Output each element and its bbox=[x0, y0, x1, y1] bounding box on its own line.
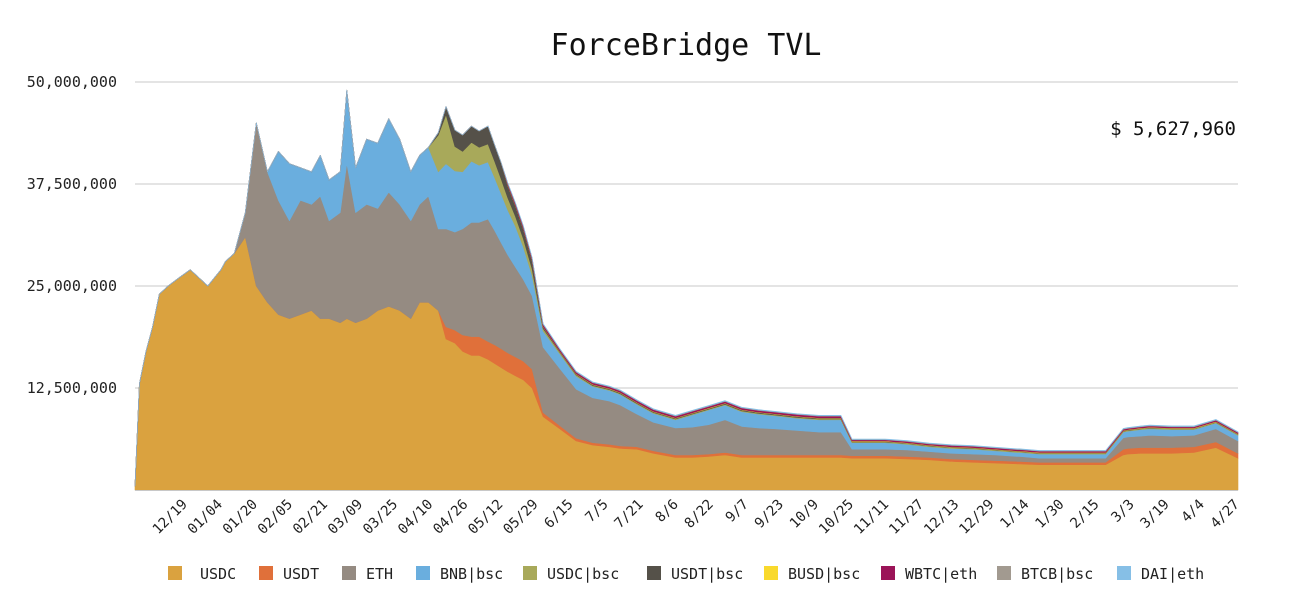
x-tick-label: 7/21 bbox=[612, 497, 647, 532]
legend-label: WBTC|eth bbox=[905, 565, 977, 583]
legend-label: USDC|bsc bbox=[547, 565, 619, 583]
legend-label: USDC bbox=[200, 565, 236, 583]
x-tick-label: 01/20 bbox=[220, 497, 261, 538]
x-tick-label: 03/09 bbox=[325, 497, 366, 538]
x-tick-label: 05/29 bbox=[500, 497, 541, 538]
legend-swatch bbox=[523, 566, 537, 580]
x-tick-label: 8/22 bbox=[682, 497, 717, 532]
x-tick-label: 9/7 bbox=[723, 497, 752, 526]
x-tick-label: 2/15 bbox=[1067, 497, 1102, 532]
legend-item[interactable]: USDT bbox=[259, 565, 319, 583]
legend-swatch bbox=[881, 566, 895, 580]
total-value-label: $ 5,627,960 bbox=[1110, 118, 1236, 140]
x-tick-label: 10/25 bbox=[816, 497, 857, 538]
x-tick-label: 9/23 bbox=[752, 497, 787, 532]
x-tick-label: 3/3 bbox=[1108, 497, 1137, 526]
legend-label: USDT|bsc bbox=[671, 565, 743, 583]
chart-title: ForceBridge TVL bbox=[551, 28, 822, 63]
legend-swatch bbox=[647, 566, 661, 580]
legend-label: BTCB|bsc bbox=[1021, 565, 1093, 583]
legend: USDC USDT ETH BNB|bsc USDC|bsc USDT|bsc BUSD|b… bbox=[168, 565, 1204, 583]
legend-item[interactable]: BNB|bsc bbox=[416, 565, 503, 583]
legend-item[interactable]: ETH bbox=[342, 565, 393, 583]
legend-swatch bbox=[764, 566, 778, 580]
x-tick-label: 1/30 bbox=[1032, 497, 1067, 532]
x-tick-label: 01/04 bbox=[185, 497, 226, 538]
x-tick-label: 12/13 bbox=[921, 497, 962, 538]
legend-label: DAI|eth bbox=[1141, 565, 1204, 583]
y-axis-ticks: 12,500,000 25,000,000 37,500,000 50,000,000 bbox=[27, 73, 117, 397]
legend-swatch bbox=[1117, 566, 1131, 580]
legend-swatch bbox=[168, 566, 182, 580]
legend-swatch bbox=[997, 566, 1011, 580]
x-tick-label: 02/05 bbox=[255, 497, 296, 538]
legend-label: USDT bbox=[283, 565, 319, 583]
x-tick-label: 4/4 bbox=[1179, 497, 1208, 526]
area-dai-eth bbox=[134, 89, 1239, 487]
x-tick-label: 6/15 bbox=[541, 497, 576, 532]
x-tick-label: 7/5 bbox=[582, 497, 611, 526]
legend-item[interactable]: BTCB|bsc bbox=[997, 565, 1093, 583]
x-tick-label: 11/27 bbox=[886, 497, 927, 538]
legend-item[interactable]: BUSD|bsc bbox=[764, 565, 860, 583]
x-axis-ticks: 12/1901/0401/2002/0502/2103/0903/2504/10… bbox=[150, 497, 1243, 538]
legend-item[interactable]: USDC bbox=[168, 565, 236, 583]
x-tick-label: 8/6 bbox=[653, 497, 682, 526]
y-tick-label: 37,500,000 bbox=[27, 175, 117, 193]
legend-item[interactable]: WBTC|eth bbox=[881, 565, 977, 583]
x-tick-label: 02/21 bbox=[290, 497, 331, 538]
legend-label: BNB|bsc bbox=[440, 565, 503, 583]
legend-item[interactable]: USDT|bsc bbox=[647, 565, 743, 583]
legend-swatch bbox=[342, 566, 356, 580]
x-tick-label: 11/11 bbox=[851, 497, 892, 538]
x-tick-label: 1/14 bbox=[997, 497, 1032, 532]
x-tick-label: 3/19 bbox=[1138, 497, 1173, 532]
legend-item[interactable]: USDC|bsc bbox=[523, 565, 619, 583]
legend-item[interactable]: DAI|eth bbox=[1117, 565, 1204, 583]
legend-swatch bbox=[416, 566, 430, 580]
legend-label: ETH bbox=[366, 565, 393, 583]
legend-label: BUSD|bsc bbox=[788, 565, 860, 583]
x-tick-label: 04/10 bbox=[395, 497, 436, 538]
x-tick-label: 04/26 bbox=[430, 497, 471, 538]
legend-swatch bbox=[259, 566, 273, 580]
x-tick-label: 4/27 bbox=[1208, 497, 1243, 532]
x-tick-label: 05/12 bbox=[465, 497, 506, 538]
y-tick-label: 12,500,000 bbox=[27, 379, 117, 397]
x-tick-label: 12/29 bbox=[956, 497, 997, 538]
x-tick-label: 12/19 bbox=[150, 497, 191, 538]
x-tick-label: 03/25 bbox=[360, 497, 401, 538]
stacked-areas bbox=[134, 89, 1239, 491]
y-tick-label: 25,000,000 bbox=[27, 277, 117, 295]
y-tick-label: 50,000,000 bbox=[27, 73, 117, 91]
